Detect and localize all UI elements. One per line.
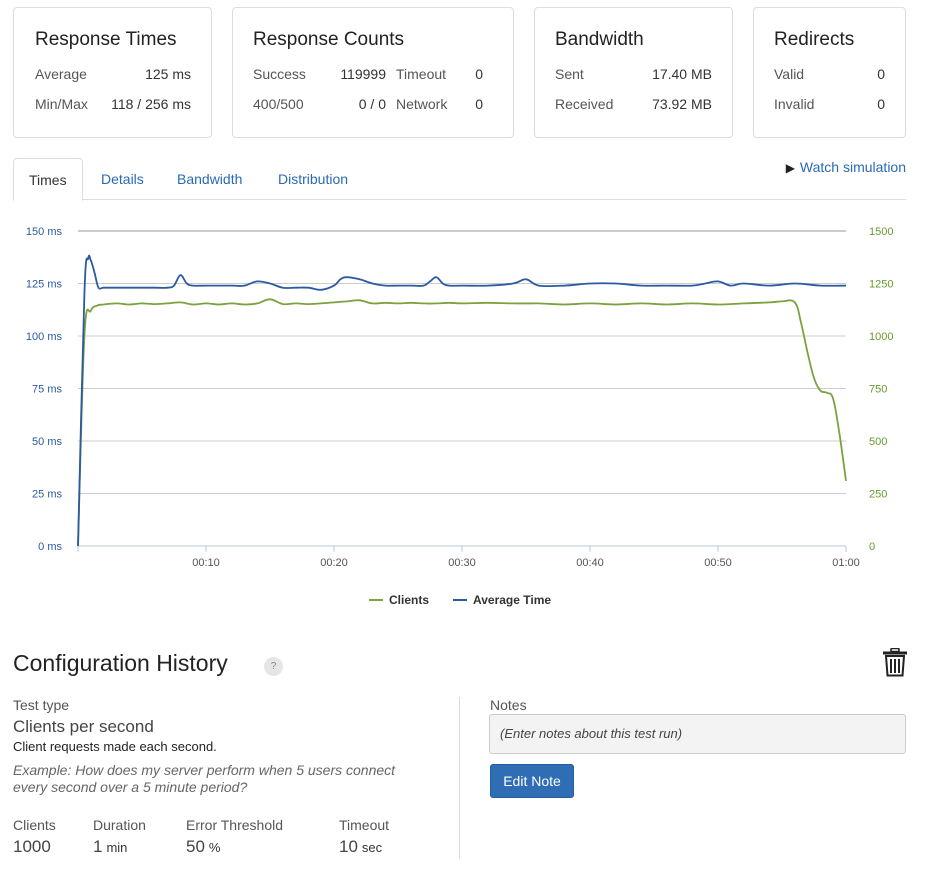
error-threshold-value: 50 [186, 837, 205, 856]
y-left-tick-label: 150 ms [26, 226, 63, 238]
x-tick-label: 00:10 [192, 557, 220, 569]
redirects-title: Redirects [774, 29, 855, 50]
y-right-tick-label: 1250 [869, 279, 893, 291]
tab-times[interactable]: Times [13, 158, 83, 201]
config-history-title: Configuration History [13, 650, 228, 676]
timeout-config-label: Timeout [339, 817, 390, 833]
tab-bandwidth[interactable]: Bandwidth [177, 171, 243, 187]
success-label: Success [253, 66, 306, 82]
valid-value: 0 [877, 66, 885, 82]
clients-series-line [77, 298, 847, 547]
y-left-tick-label: 50 ms [32, 436, 62, 448]
y-left-tick-label: 0 ms [38, 541, 62, 553]
network-value: 0 [475, 96, 483, 112]
x-tick-label: 00:30 [448, 557, 476, 569]
average-value: 125 ms [145, 66, 191, 82]
edit-note-button[interactable]: Edit Note [490, 764, 574, 798]
play-icon: ▶ [785, 161, 795, 175]
y-right-tick-label: 250 [869, 489, 887, 501]
invalid-label: Invalid [774, 96, 815, 112]
test-type-example: Example: How does my server perform when… [13, 762, 396, 795]
notes-input[interactable]: (Enter notes about this test run) [489, 714, 906, 754]
error-threshold-label: Error Threshold [186, 817, 284, 833]
clients-label: Clients [13, 817, 56, 833]
timeout-label: Timeout [396, 66, 447, 82]
help-icon[interactable]: ? [264, 657, 283, 676]
test-type-description: Client requests made each second. [13, 739, 217, 754]
tab-details[interactable]: Details [101, 171, 144, 187]
legend-label: Clients [389, 593, 429, 607]
config-divider [459, 697, 460, 859]
clients-value: 1000 [13, 837, 51, 856]
notes-label: Notes [490, 697, 527, 713]
y-right-tick-label: 1000 [869, 331, 893, 343]
y-left-tick-label: 125 ms [26, 279, 63, 291]
tab-distribution[interactable]: Distribution [278, 171, 349, 187]
timeout-config-value: 10 [339, 837, 358, 856]
chart-tabs: Times Details Bandwidth Distribution [13, 158, 906, 201]
y-left-tick-label: 75 ms [32, 384, 62, 396]
times-chart: 0 ms 25 ms 50 ms 75 ms 100 ms 125 ms 150 ms 0 2… [26, 226, 894, 607]
sent-label: Sent [555, 66, 584, 82]
error-codes-value: 0 / 0 [358, 96, 386, 112]
timeout-config-unit: sec [361, 840, 383, 855]
duration-field: 1 min [93, 837, 127, 857]
y-left-tick-label: 100 ms [26, 331, 63, 343]
response-counts-card: Response Counts Success 119999 Timeout 0… [232, 7, 514, 138]
x-tick-label: 00:20 [320, 557, 348, 569]
sent-value: 17.40 MB [652, 66, 712, 82]
legend-label: Average Time [473, 593, 551, 607]
bandwidth-card: Bandwidth Sent 17.40 MB Received 73.92 M… [534, 7, 733, 138]
timeout-value: 0 [475, 66, 483, 82]
minmax-label: Min/Max [35, 96, 88, 112]
minmax-value: 118 / 256 ms [111, 96, 191, 112]
test-type-label: Test type [13, 697, 70, 713]
redirects-card: Redirects Valid 0 Invalid 0 [753, 7, 906, 138]
received-value: 73.92 MB [652, 96, 712, 112]
invalid-value: 0 [877, 96, 885, 112]
average-label: Average [35, 66, 87, 82]
valid-label: Valid [774, 66, 805, 82]
error-codes-label: 400/500 [253, 96, 304, 112]
y-right-tick-label: 0 [869, 541, 875, 553]
duration-unit: min [106, 840, 128, 855]
y-left-tick-label: 25 ms [32, 489, 62, 501]
success-value: 119999 [340, 66, 386, 82]
response-times-card: Response Times Average 125 ms Min/Max 11… [13, 7, 212, 138]
y-right-tick-label: 750 [869, 384, 887, 396]
duration-value: 1 [93, 837, 103, 856]
received-label: Received [555, 96, 614, 112]
test-type-value: Clients per second [13, 717, 154, 736]
x-tick-label: 00:50 [704, 557, 732, 569]
network-label: Network [396, 96, 448, 112]
average-time-series-line [77, 254, 847, 547]
response-times-title: Response Times [35, 29, 177, 50]
y-right-tick-label: 1500 [869, 226, 893, 238]
duration-label: Duration [93, 817, 146, 833]
response-counts-title: Response Counts [253, 29, 405, 50]
bandwidth-title: Bandwidth [555, 29, 644, 50]
timeout-config-field: 10 sec [339, 837, 382, 857]
error-threshold-field: 50% [186, 837, 220, 857]
watch-simulation-label: Watch simulation [799, 159, 906, 175]
x-tick-label: 01:00 [832, 557, 860, 569]
trash-icon[interactable] [882, 648, 908, 677]
y-right-tick-label: 500 [869, 436, 887, 448]
error-threshold-unit: % [208, 840, 221, 855]
x-tick-label: 00:40 [576, 557, 604, 569]
watch-simulation-link[interactable]: ▶ Watch simulation [786, 159, 906, 175]
